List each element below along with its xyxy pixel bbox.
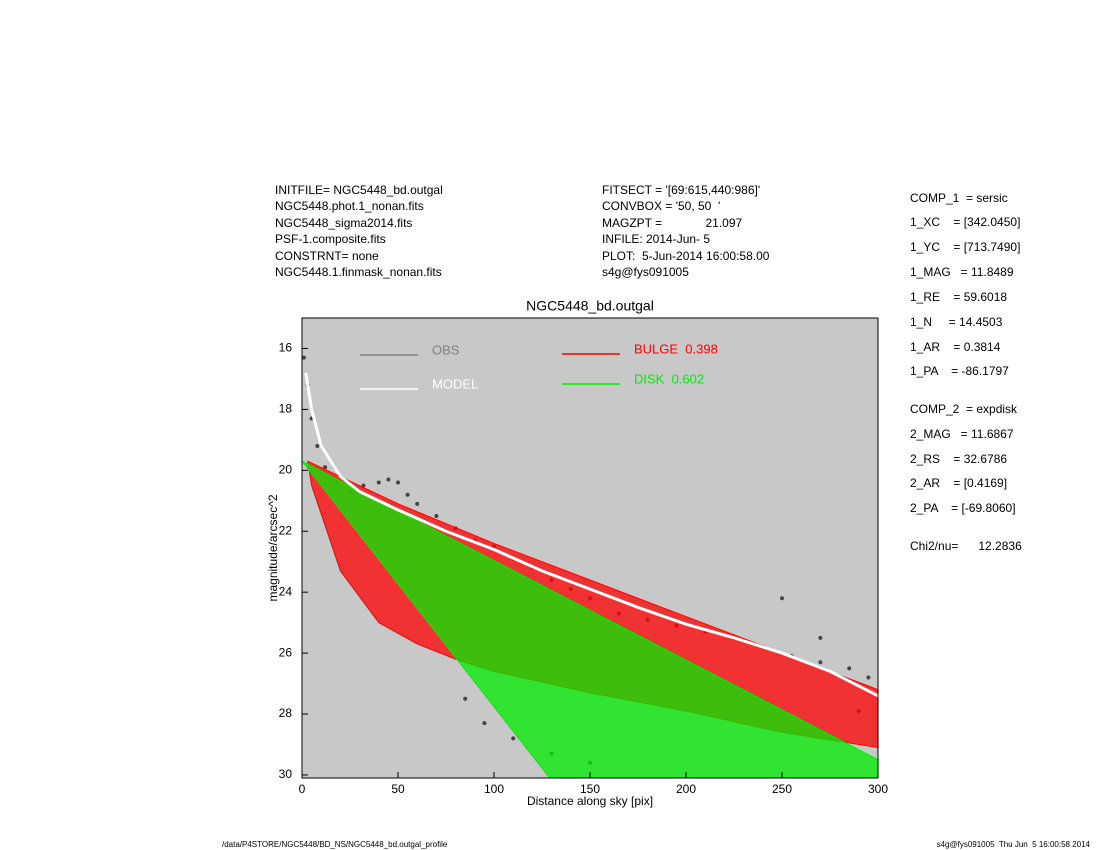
obs-point: [866, 675, 871, 680]
fit-parameter: COMP_1 = sersic: [910, 191, 1008, 205]
legend-label: DISK 0.602: [634, 371, 704, 386]
fit-parameter: 2_PA = [-69.8060]: [910, 501, 1016, 515]
fit-parameter: 1_XC = [342.0450]: [910, 215, 1020, 229]
obs-point: [818, 635, 823, 640]
plot-area: [302, 355, 878, 778]
obs-point: [415, 501, 420, 506]
obs-point: [434, 514, 439, 519]
footer-stamp: s4g@fys091005 Thu Jun 5 16:00:58 2014: [937, 840, 1091, 849]
model-line: [304, 372, 878, 698]
obs-point: [482, 721, 487, 726]
y-tick-label: 30: [279, 767, 293, 781]
fit-parameter: 1_RE = 59.6018: [910, 290, 1007, 304]
footer-path: /data/P4STORE/NGC5448/BD_NS/NGC5448_bd.o…: [222, 840, 448, 849]
y-tick-label: 18: [279, 402, 293, 416]
fit-parameter: 1_N = 14.4503: [910, 315, 1003, 329]
x-axis-label: Distance along sky [pix]: [527, 794, 653, 808]
x-tick-label: 300: [868, 782, 888, 796]
header-text: FITSECT = '[69:615,440:986]': [602, 183, 760, 197]
obs-point: [376, 480, 381, 485]
header-text: NGC5448.1.finmask_nonan.fits: [275, 265, 442, 279]
chart-title: NGC5448_bd.outgal: [526, 298, 654, 314]
obs-point: [511, 736, 516, 741]
x-tick-label: 0: [299, 782, 306, 796]
x-tick-label: 250: [772, 782, 792, 796]
y-tick-label: 24: [279, 584, 293, 598]
fit-parameter: 1_MAG = 11.8489: [910, 265, 1014, 279]
x-tick-label: 200: [676, 782, 696, 796]
fit-parameter: 2_MAG = 11.6867: [910, 427, 1014, 441]
header-text: MAGZPT = 21.097: [602, 216, 742, 230]
obs-point: [847, 666, 852, 671]
y-tick-label: 16: [279, 341, 293, 355]
x-tick-label: 50: [391, 782, 405, 796]
band: [302, 460, 878, 778]
header-text: INFILE: 2014-Jun- 5: [602, 232, 710, 246]
x-tick-label: 100: [484, 782, 504, 796]
obs-point: [463, 696, 468, 701]
header-text: PLOT: 5-Jun-2014 16:00:58.00: [602, 249, 770, 263]
header-text: NGC5448_sigma2014.fits: [275, 216, 412, 230]
obs-point: [396, 480, 400, 485]
fit-parameter: 1_PA = -86.1797: [910, 364, 1009, 378]
legend-label: BULGE 0.398: [634, 341, 718, 356]
obs-point: [818, 660, 823, 665]
legend-label: OBS: [432, 342, 460, 357]
y-tick-label: 22: [279, 523, 293, 537]
y-tick-label: 26: [279, 645, 293, 659]
obs-point: [302, 355, 306, 360]
y-tick-label: 28: [279, 706, 293, 720]
y-tick-label: 20: [279, 462, 293, 476]
fit-parameter: 1_AR = 0.3814: [910, 340, 1001, 354]
fit-parameter: 2_AR = [0.4169]: [910, 476, 1007, 490]
legend-label: MODEL: [432, 376, 478, 391]
obs-point: [386, 477, 391, 482]
obs-point: [323, 465, 328, 470]
fit-parameter: COMP_2 = expdisk: [910, 402, 1018, 416]
obs-point: [405, 492, 410, 497]
header-text: CONSTRNT= none: [275, 249, 379, 263]
obs-point: [780, 596, 784, 601]
y-axis-label: magnitude/arcsec^2: [266, 494, 280, 601]
header-text: PSF-1.composite.fits: [275, 232, 386, 246]
obs-point: [315, 443, 320, 448]
fit-parameter: 2_RS = 32.6786: [910, 452, 1007, 466]
x-tick-label: 150: [580, 782, 600, 796]
header-text: INITFILE= NGC5448_bd.outgal: [275, 183, 443, 197]
header-text: NGC5448.phot.1_nonan.fits: [275, 199, 424, 213]
header-text: s4g@fys091005: [602, 265, 689, 279]
header-text: CONVBOX = '50, 50 ': [602, 199, 720, 213]
fit-parameter: 1_YC = [713.7490]: [910, 240, 1020, 254]
fit-parameter: Chi2/nu= 12.2836: [910, 539, 1022, 553]
